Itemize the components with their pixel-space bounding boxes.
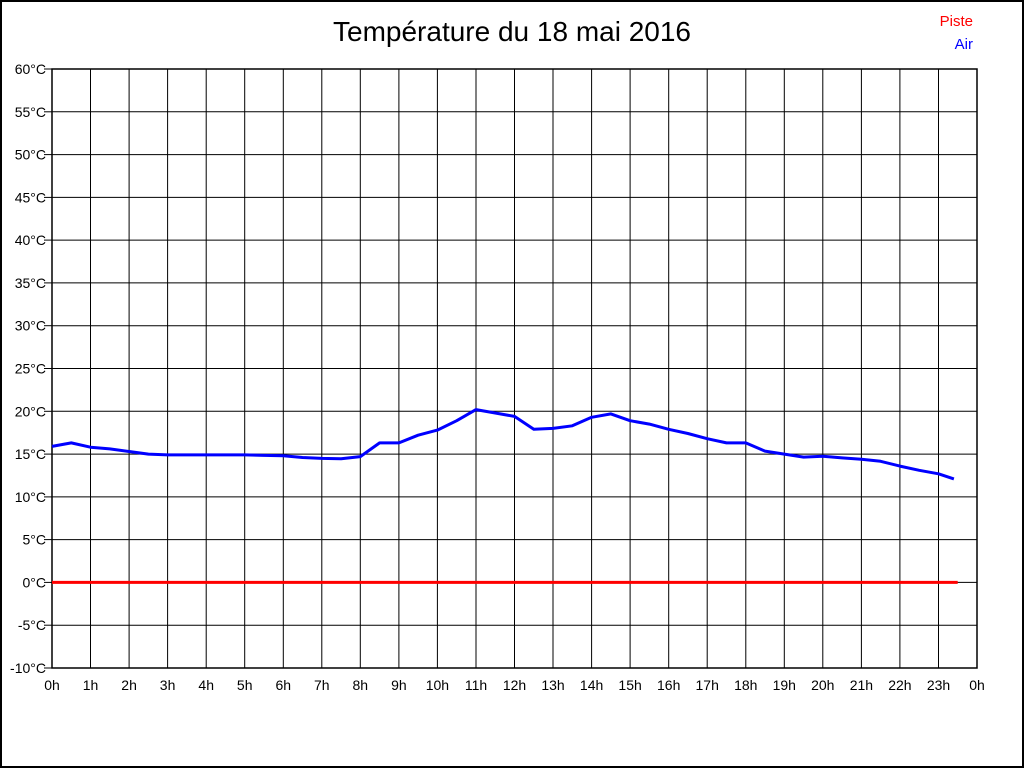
x-tick-label: 6h	[276, 677, 292, 693]
x-tick-label: 7h	[314, 677, 330, 693]
legend-item-air: Air	[954, 36, 973, 53]
x-tick-label: 19h	[773, 677, 796, 693]
plot-border	[51, 68, 978, 669]
x-tick-label: 18h	[734, 677, 757, 693]
x-tick-label: 0h	[969, 677, 985, 693]
y-tick-label: -10°C	[10, 660, 46, 676]
x-tick-label: 1h	[83, 677, 99, 693]
x-tick-label: 20h	[811, 677, 834, 693]
x-tick-label: 9h	[391, 677, 407, 693]
x-tick-label: 16h	[657, 677, 680, 693]
y-tick-label: 15°C	[15, 446, 46, 462]
x-tick-label: 12h	[503, 677, 526, 693]
x-tick-label: 11h	[465, 677, 487, 693]
x-tick-label: 15h	[618, 677, 641, 693]
y-tick-label: 0°C	[23, 574, 47, 590]
legend-item-piste: Piste	[939, 13, 973, 30]
x-tick-label: 0h	[44, 677, 60, 693]
y-tick-label: 40°C	[15, 232, 46, 248]
y-tick-label: 50°C	[15, 147, 46, 163]
x-tick-label: 5h	[237, 677, 253, 693]
y-tick-label: 20°C	[15, 403, 46, 419]
y-tick-label: -5°C	[18, 617, 46, 633]
x-tick-label: 2h	[121, 677, 137, 693]
y-tick-label: 10°C	[15, 489, 46, 505]
x-tick-label: 14h	[580, 677, 603, 693]
x-tick-label: 3h	[160, 677, 176, 693]
series-line-air	[51, 408, 955, 481]
x-tick-label: 17h	[696, 677, 719, 693]
y-tick-label: 45°C	[15, 189, 46, 205]
x-tick-label: 23h	[927, 677, 950, 693]
x-tick-label: 21h	[850, 677, 873, 693]
y-tick-label: 55°C	[15, 104, 46, 120]
x-tick-label: 13h	[541, 677, 564, 693]
chart-legend: Piste Air	[940, 10, 973, 56]
y-tick-label: 25°C	[15, 361, 46, 377]
x-tick-label: 10h	[426, 677, 449, 693]
y-tick-label: 35°C	[15, 275, 46, 291]
x-tick-label: 4h	[198, 677, 214, 693]
x-tick-label: 8h	[353, 677, 369, 693]
y-tick-label: 5°C	[23, 532, 47, 548]
y-tick-label: 30°C	[15, 318, 46, 334]
y-tick-label: 60°C	[15, 61, 46, 77]
chart-title: Température du 18 mai 2016	[333, 16, 691, 47]
x-tick-label: 22h	[888, 677, 911, 693]
